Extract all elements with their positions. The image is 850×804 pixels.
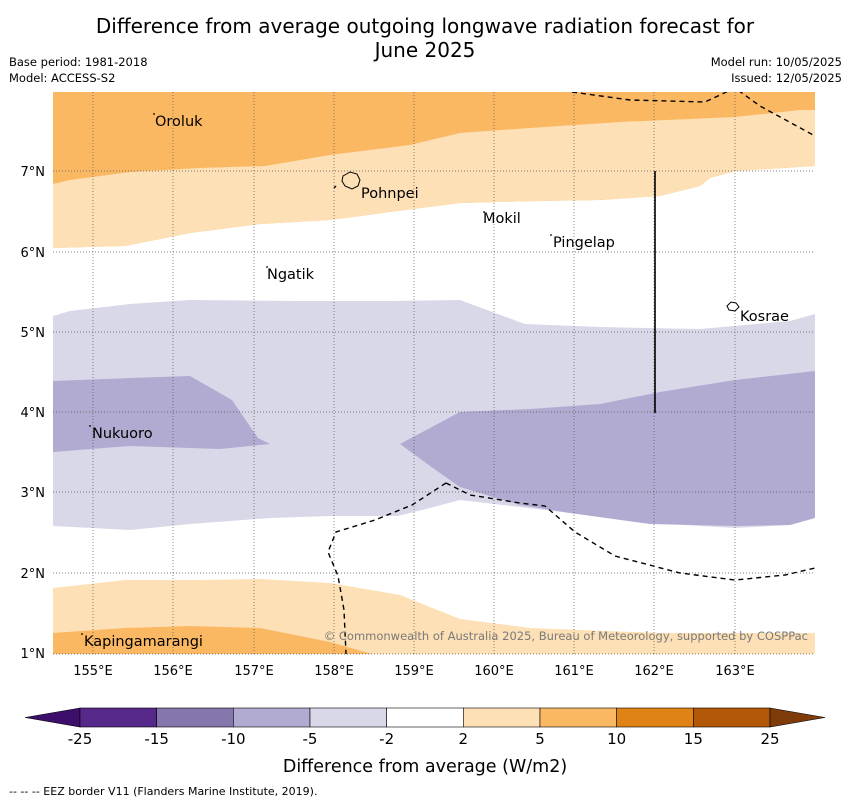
lat-tick: 2°N (21, 567, 46, 582)
base-period: Base period: 1981-2018 (9, 55, 148, 69)
title-line-2: June 2025 (374, 38, 476, 62)
colorbar-tick-label: -5 (303, 730, 318, 748)
colorbar-segment (463, 707, 541, 728)
copyright-text: © Commonwealth of Australia 2025, Bureau… (324, 629, 808, 643)
lon-tick: 162°E (634, 664, 674, 679)
colorbar-segment (539, 707, 617, 728)
band-orange-bottom (53, 626, 372, 654)
model-run: Model run: 10/05/2025 (710, 55, 842, 69)
meta-right: Model run: 10/05/2025 Issued: 12/05/2025 (711, 54, 842, 86)
meta-left: Base period: 1981-2018 Model: ACCESS-S2 (9, 54, 148, 86)
label-pohnpei: Pohnpei (361, 186, 419, 202)
colorbar-tick-label: -10 (221, 730, 246, 748)
lon-tick: 159°E (394, 664, 434, 679)
colorbar-label: Difference from average (W/m2) (283, 757, 567, 777)
colorbar-segment (693, 707, 771, 728)
colorbar-tick-label: 25 (760, 730, 779, 748)
lon-tick: 158°E (314, 664, 354, 679)
colorbar-tick-label: 2 (459, 730, 469, 748)
model-name: Model: ACCESS-S2 (9, 71, 116, 85)
label-kapingamarangi: Kapingamarangi (84, 634, 203, 650)
lat-tick: 7°N (21, 165, 46, 180)
graticule (53, 92, 815, 655)
island-markers (81, 113, 552, 635)
colorbar-tick-label: 5 (535, 730, 545, 748)
label-kosrae: Kosrae (740, 309, 789, 325)
lat-tick-labels: 7°N 6°N 5°N 4°N 3°N 2°N 1°N (21, 165, 46, 662)
band-lightorange-top (53, 110, 815, 248)
colorbar-segment (309, 707, 387, 728)
lon-tick: 155°E (73, 664, 113, 679)
lat-tick: 5°N (21, 326, 46, 341)
colorbar-extend-low (24, 707, 81, 728)
label-ngatik: Ngatik (267, 267, 315, 283)
lon-tick-labels: 155°E 156°E 157°E 158°E 159°E 160°E 161°… (73, 664, 755, 679)
contour-fills (53, 92, 815, 654)
kosrae-island (726, 301, 740, 312)
label-pingelap: Pingelap (553, 235, 615, 251)
label-nukuoro: Nukuoro (92, 426, 153, 442)
colorbar-tick-label: -15 (144, 730, 169, 748)
colorbar-segment (233, 707, 311, 728)
title-line-1: Difference from average outgoing longwav… (95, 14, 755, 38)
lon-tick: 163°E (715, 664, 755, 679)
footnote: -- -- -- EEZ border V11 (Flanders Marine… (9, 785, 318, 798)
colorbar-tick-label: -25 (68, 730, 93, 748)
colorbar-tick-label: 10 (607, 730, 626, 748)
colorbar-tick-label: -2 (379, 730, 394, 748)
lat-tick: 3°N (21, 486, 46, 501)
map-title: Difference from average outgoing longwav… (0, 14, 850, 62)
colorbar-segment (79, 707, 157, 728)
band-purple-right (400, 371, 815, 526)
lon-tick: 161°E (554, 664, 594, 679)
colorbar-segment (156, 707, 234, 728)
label-mokil: Mokil (483, 211, 521, 227)
colorbar-extend-high (769, 707, 826, 728)
lon-tick: 157°E (234, 664, 274, 679)
eez-borders (327, 92, 815, 654)
colorbar-segment (386, 707, 464, 728)
colorbar: -25 -15 -10 -5 -2 2 5 10 15 25 (24, 707, 826, 748)
lat-tick: 1°N (21, 647, 46, 662)
issued-date: Issued: 12/05/2025 (731, 71, 842, 85)
label-oroluk: Oroluk (155, 114, 203, 130)
colorbar-tick-label: 15 (684, 730, 703, 748)
pohnpei-island (341, 171, 361, 190)
lon-tick: 156°E (153, 664, 193, 679)
lon-tick: 160°E (474, 664, 514, 679)
lat-tick: 4°N (21, 406, 46, 421)
colorbar-segment (616, 707, 694, 728)
band-purple-left (53, 376, 270, 452)
lat-tick: 6°N (21, 246, 46, 261)
